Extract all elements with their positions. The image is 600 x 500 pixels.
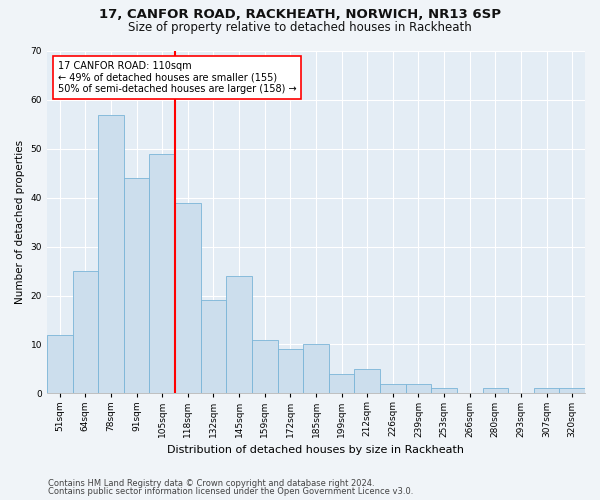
Text: Size of property relative to detached houses in Rackheath: Size of property relative to detached ho… (128, 21, 472, 34)
Text: Contains HM Land Registry data © Crown copyright and database right 2024.: Contains HM Land Registry data © Crown c… (48, 478, 374, 488)
Y-axis label: Number of detached properties: Number of detached properties (15, 140, 25, 304)
Bar (431, 388, 457, 394)
Bar (47, 334, 73, 394)
Bar (73, 271, 98, 394)
Bar (252, 340, 278, 394)
Bar (175, 202, 200, 394)
Bar (278, 350, 303, 394)
Bar (482, 388, 508, 394)
Bar (303, 344, 329, 394)
Bar (534, 388, 559, 394)
Bar (124, 178, 149, 394)
Bar (355, 369, 380, 394)
Bar (406, 384, 431, 394)
Bar (98, 114, 124, 394)
Bar (380, 384, 406, 394)
Bar (329, 374, 355, 394)
Bar (149, 154, 175, 394)
Text: 17, CANFOR ROAD, RACKHEATH, NORWICH, NR13 6SP: 17, CANFOR ROAD, RACKHEATH, NORWICH, NR1… (99, 8, 501, 20)
Text: 17 CANFOR ROAD: 110sqm
← 49% of detached houses are smaller (155)
50% of semi-de: 17 CANFOR ROAD: 110sqm ← 49% of detached… (58, 62, 296, 94)
Text: Contains public sector information licensed under the Open Government Licence v3: Contains public sector information licen… (48, 487, 413, 496)
X-axis label: Distribution of detached houses by size in Rackheath: Distribution of detached houses by size … (167, 445, 464, 455)
Bar (200, 300, 226, 394)
Bar (226, 276, 252, 394)
Bar (559, 388, 585, 394)
